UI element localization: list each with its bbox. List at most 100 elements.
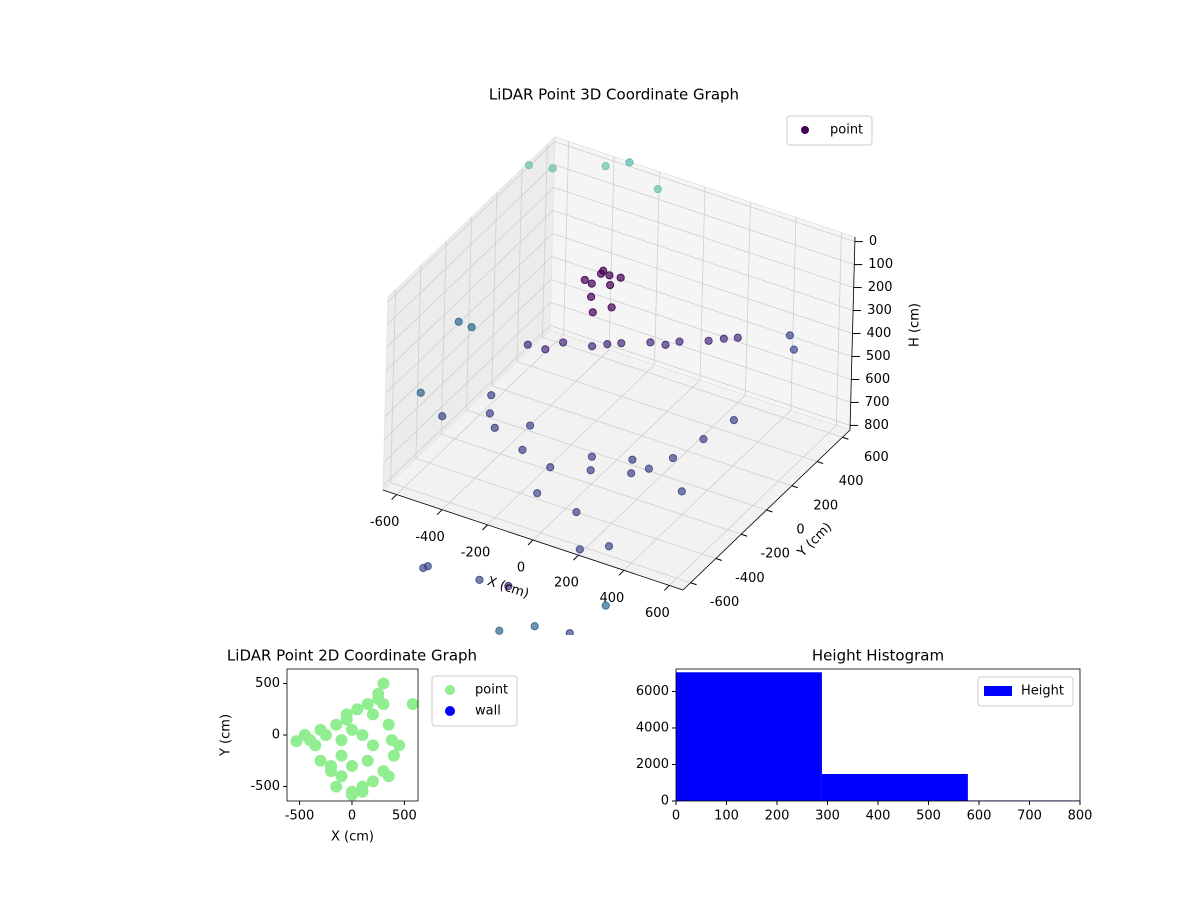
data-point [290, 735, 303, 748]
data-point [485, 409, 494, 418]
data-point [406, 698, 418, 711]
y-tick-label: 2000 [636, 757, 669, 772]
data-point [729, 416, 739, 425]
y-tick-label: 4000 [636, 720, 669, 735]
grid-line [553, 187, 854, 288]
data-point [668, 453, 678, 463]
grid-line [384, 279, 552, 440]
legend-label: Height [1021, 684, 1064, 699]
grid-line [552, 210, 854, 311]
data-point [356, 785, 369, 798]
data-point [599, 266, 608, 275]
data-point [325, 765, 338, 778]
grid-line [552, 233, 853, 334]
data-point [603, 340, 612, 349]
grid-line [491, 385, 792, 487]
axis-line [682, 429, 851, 591]
x-tick-label: 200 [765, 809, 790, 824]
data-point [541, 345, 550, 354]
data-point [605, 271, 614, 280]
x-tick-label: -200 [461, 545, 491, 560]
grid-line [384, 256, 553, 417]
grid-line [383, 302, 551, 463]
data-point [351, 703, 364, 716]
z-tick-label: 300 [867, 303, 892, 318]
data-point [733, 333, 742, 342]
data-point [533, 489, 542, 498]
data-point [617, 339, 626, 348]
data-point [719, 334, 728, 343]
data-point [335, 770, 348, 783]
data-point [504, 581, 513, 591]
tick-mark [690, 582, 697, 586]
y-tick-label: 600 [864, 450, 889, 465]
data-point [586, 466, 595, 475]
data-point [616, 273, 625, 282]
x-tick-label: -600 [370, 515, 400, 530]
x-tick-label: 300 [815, 809, 840, 824]
y-tick-label: -500 [250, 779, 280, 794]
x-tick-label: 0 [348, 809, 356, 824]
data-point [653, 185, 662, 194]
data-point [627, 469, 636, 478]
axis-line [849, 236, 856, 431]
data-point [385, 734, 398, 747]
axis-line [382, 489, 684, 591]
data-point [704, 336, 713, 345]
z-tick-label: 100 [868, 257, 893, 272]
y-tick-label: 0 [272, 728, 280, 743]
data-point [604, 542, 614, 551]
y-tick-label: -600 [710, 595, 740, 610]
x-tick-label: 700 [1017, 809, 1042, 824]
legend-frame [786, 115, 873, 146]
data-point [387, 749, 400, 762]
x-tick-label: 0 [517, 561, 525, 576]
y-tick-label: 500 [255, 676, 280, 691]
x-tick-label: 500 [916, 809, 941, 824]
grid-line [385, 210, 554, 371]
tick-mark [816, 461, 824, 464]
data-point [785, 331, 794, 340]
plot-area [290, 677, 418, 801]
y-axis-label: Y (cm) [219, 714, 234, 757]
data-point [345, 723, 358, 736]
y-tick-label: -400 [735, 571, 765, 586]
tick-mark [391, 494, 397, 500]
chart-title: LiDAR Point 3D Coordinate Graph [489, 86, 739, 104]
data-point [309, 739, 322, 752]
grid-line [542, 336, 843, 438]
data-point [646, 338, 655, 347]
grid-line [549, 325, 851, 426]
data-point [495, 626, 504, 635]
data-point [789, 345, 799, 354]
legend-marker [801, 126, 809, 134]
data-point [454, 317, 463, 326]
y-tick-label: 6000 [636, 684, 669, 699]
tick-mark [741, 533, 748, 537]
tick-mark [436, 509, 443, 516]
legend-label: point [475, 683, 508, 698]
data-point [644, 464, 654, 473]
data-point [361, 698, 374, 711]
data-point [601, 601, 610, 610]
y-tick-label: 0 [796, 523, 804, 538]
x-tick-label: 0 [672, 809, 680, 824]
data-point [416, 388, 425, 397]
data-point [661, 340, 670, 349]
legend-marker [445, 706, 455, 716]
data-point [586, 292, 596, 301]
data-point [588, 342, 597, 351]
data-point [607, 303, 616, 312]
data-point [319, 729, 332, 741]
data-point [575, 545, 584, 554]
data-point [382, 718, 395, 731]
data-point [345, 788, 358, 801]
tick-mark [715, 558, 723, 561]
tick-mark [766, 509, 773, 513]
data-point [372, 687, 385, 700]
grid-line [385, 233, 553, 394]
tick-mark [573, 554, 579, 561]
z-tick-label: 800 [864, 418, 889, 433]
tick-mark [664, 585, 670, 591]
